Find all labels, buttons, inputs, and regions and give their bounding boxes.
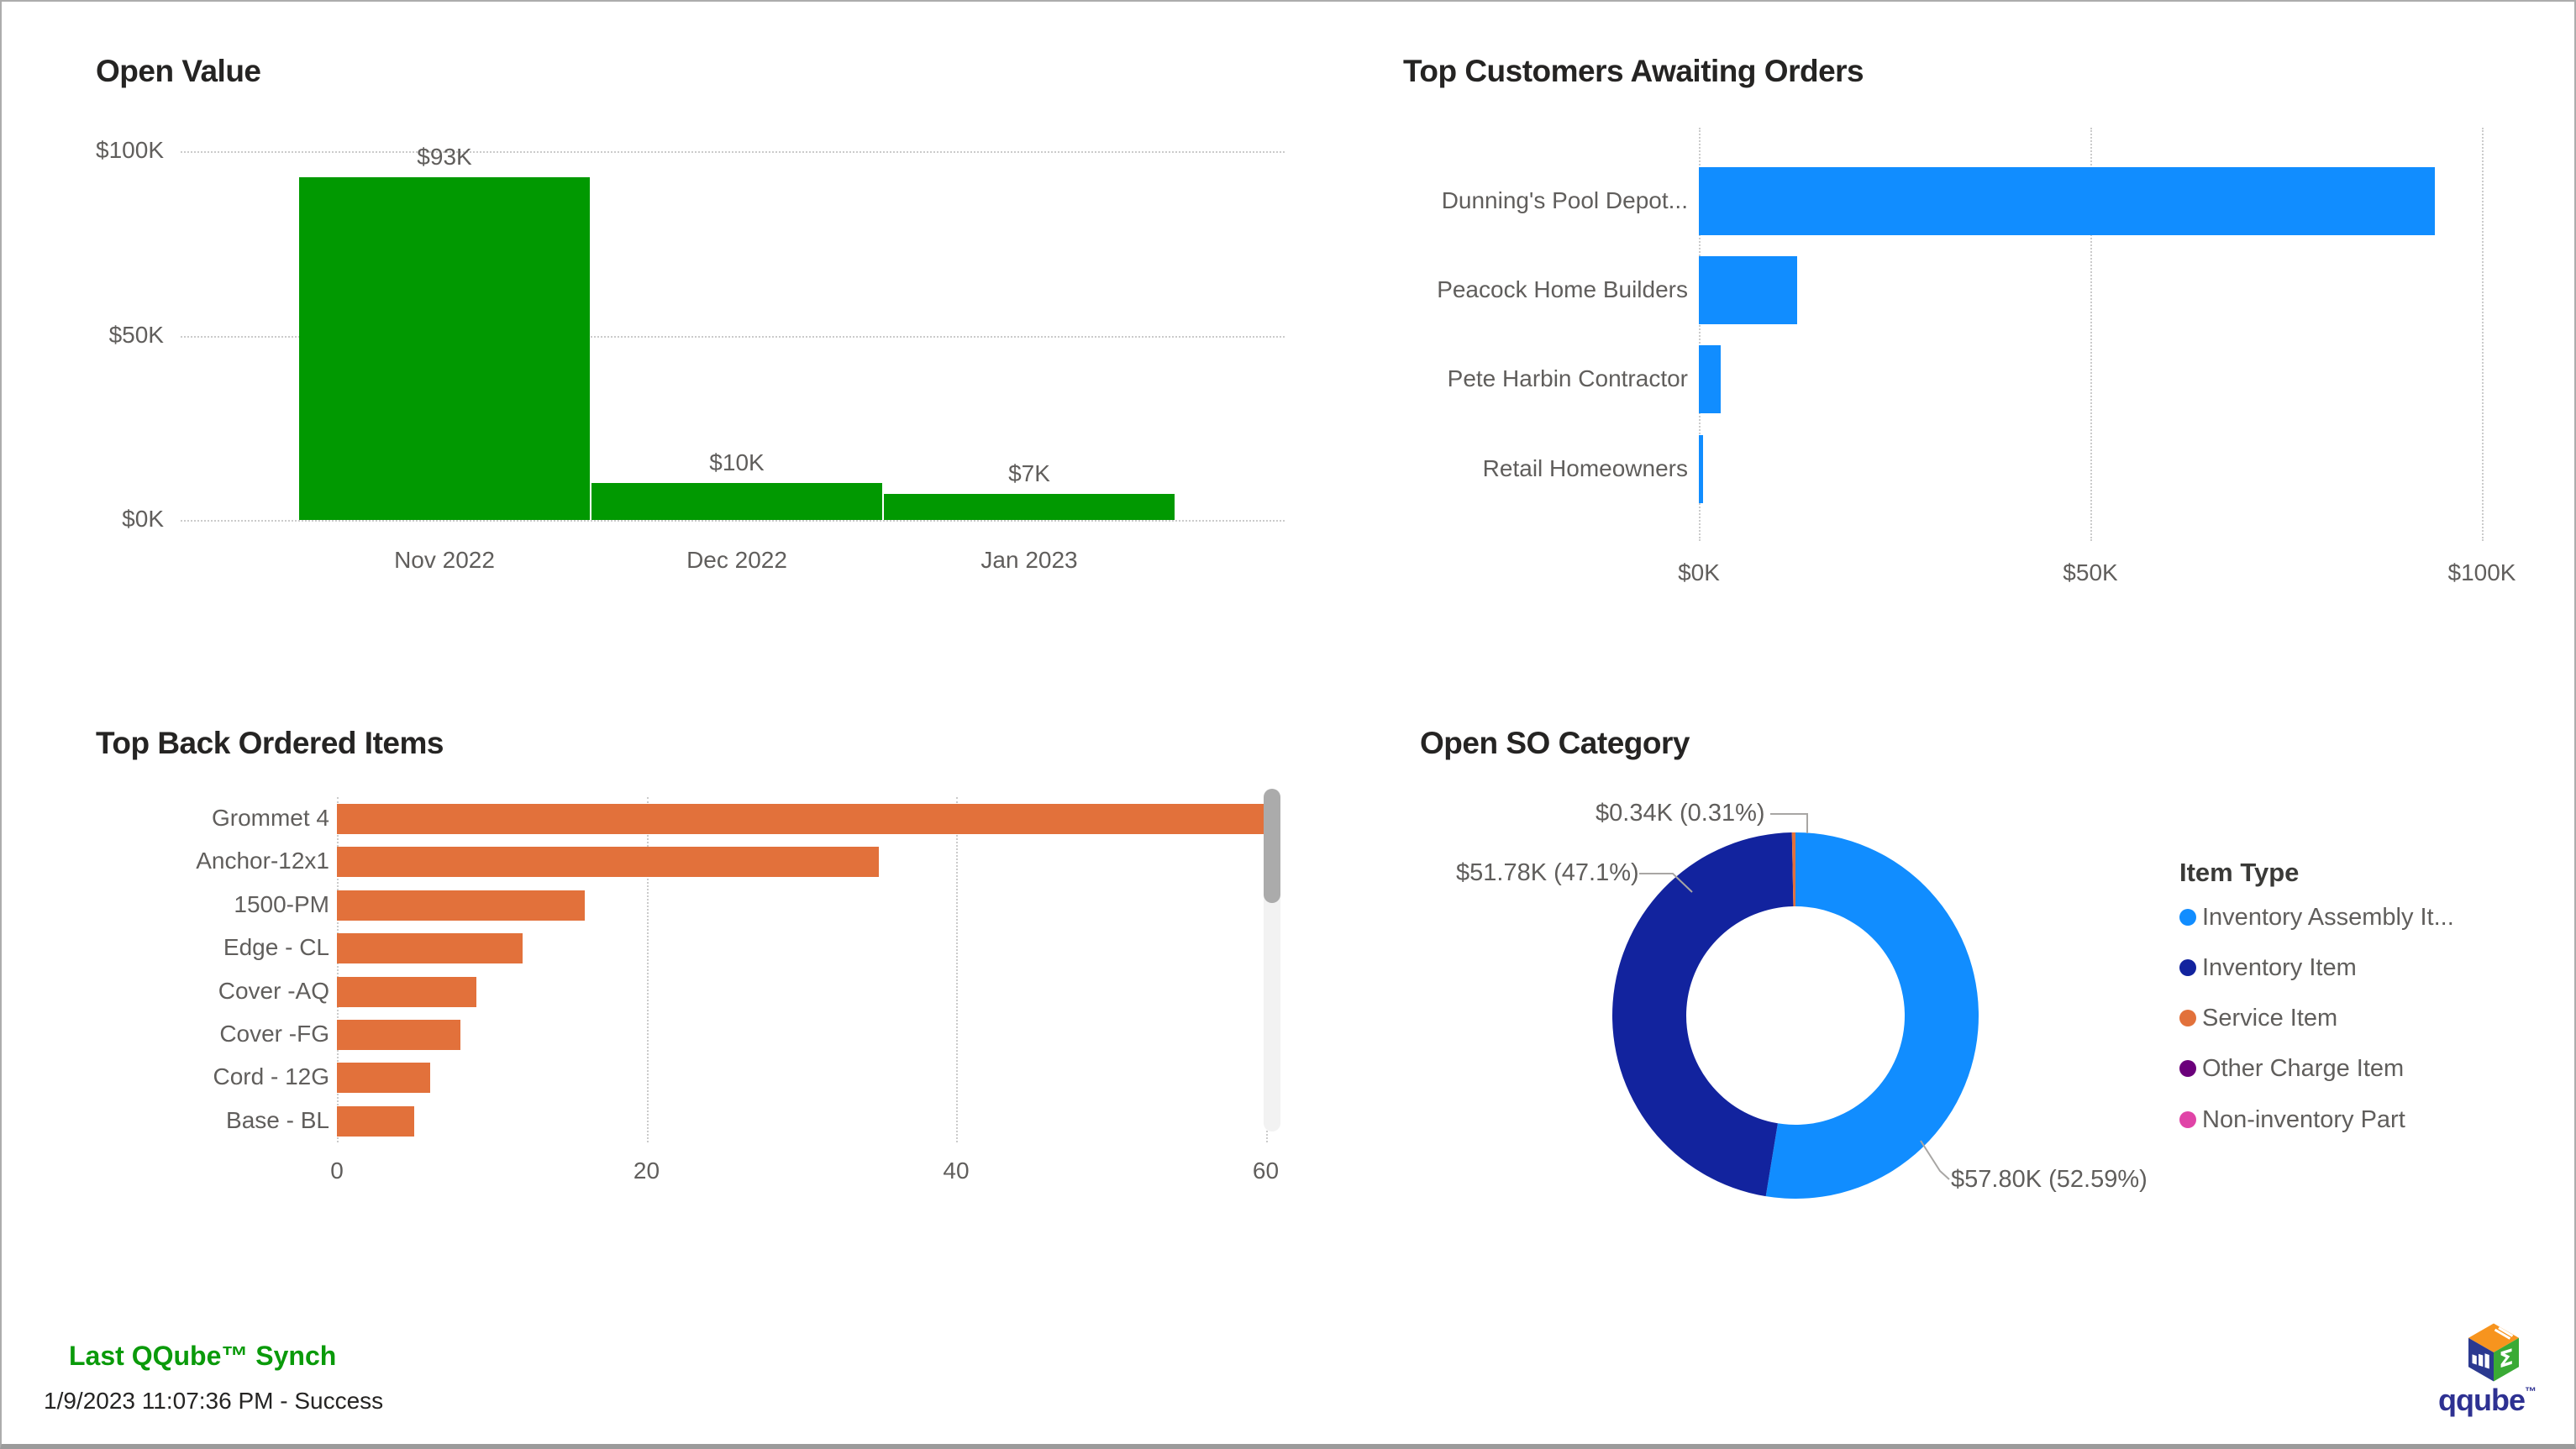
logo-tm: ™ bbox=[2524, 1384, 2537, 1398]
category-label: Anchor-12x1 bbox=[196, 848, 329, 874]
customer-bar[interactable] bbox=[1699, 256, 1797, 324]
x-axis-category-label: Jan 2023 bbox=[980, 547, 1078, 573]
logo-bar-chart-glyph bbox=[2472, 1353, 2489, 1369]
open-so-category-donut-chart bbox=[1612, 832, 1979, 1199]
gridline-y bbox=[181, 151, 1285, 153]
item-bar[interactable] bbox=[337, 1020, 461, 1050]
item-bar[interactable] bbox=[337, 890, 585, 921]
gridline-x bbox=[2090, 128, 2092, 541]
top-customers-bar-chart: $0K $50K $100K Dunning's Pool Depot... Peaco… bbox=[1437, 128, 2516, 585]
gridline-x bbox=[646, 797, 649, 1142]
donut-value-label-inventory-item: $51.78K (47.1%) bbox=[1456, 859, 1639, 886]
qqube-logo: Σ qqube™ bbox=[2437, 1322, 2563, 1427]
gridline-x bbox=[2482, 128, 2484, 541]
chart-title-top-customers: Top Customers Awaiting Orders bbox=[1403, 54, 1864, 88]
column-bar-jan-2023[interactable] bbox=[884, 494, 1175, 520]
category-label: Cord - 12G bbox=[213, 1063, 330, 1090]
gridline-y bbox=[181, 335, 1285, 338]
category-label: Peacock Home Builders bbox=[1437, 276, 1688, 302]
x-axis-category-label: Dec 2022 bbox=[686, 547, 787, 573]
open-value-column-chart: $0K $50K $100K $93K Nov 2022 $10K Dec 2022 $7K J… bbox=[96, 137, 1285, 573]
x-axis-tick-label: 60 bbox=[1252, 1158, 1280, 1184]
category-label: 1500-PM bbox=[234, 890, 329, 917]
legend-color-dot bbox=[2179, 1111, 2196, 1128]
legend-item-other-charge-item[interactable]: Other Charge Item bbox=[2179, 1054, 2549, 1083]
category-label: Cover -AQ bbox=[218, 977, 329, 1004]
category-label: Base - BL bbox=[226, 1106, 329, 1133]
gridline-x bbox=[956, 797, 958, 1142]
donut-slice-inventory-item[interactable] bbox=[1612, 832, 1794, 1197]
item-bar[interactable] bbox=[337, 1063, 430, 1094]
customer-bar[interactable] bbox=[1699, 435, 1703, 503]
x-axis-tick-label: 40 bbox=[943, 1158, 970, 1184]
legend-color-dot bbox=[2179, 1010, 2196, 1026]
x-axis-tick-label: $50K bbox=[2063, 559, 2118, 585]
legend-item-service-item[interactable]: Service Item bbox=[2179, 1004, 2549, 1032]
x-axis-tick-label: 0 bbox=[330, 1158, 344, 1184]
donut-slice-inventory-assembly-it-[interactable] bbox=[1765, 832, 1979, 1199]
x-axis-tick-label: 20 bbox=[633, 1158, 660, 1184]
legend-item-inventory-assembly-it-[interactable]: Inventory Assembly It... bbox=[2179, 903, 2549, 932]
bar-value-label: $10K bbox=[709, 449, 765, 476]
chart-title-open-value: Open Value bbox=[96, 54, 261, 88]
back-ordered-bar-chart: 0 20 40 60 Grommet 4 Anchor-12x1 1500-PM Edge -… bbox=[196, 797, 1279, 1184]
donut-slice-service-item[interactable] bbox=[1791, 832, 1795, 907]
scrollbar-track[interactable] bbox=[1264, 789, 1280, 1131]
logo-sigma-glyph: Σ bbox=[2499, 1345, 2513, 1374]
category-label: Retail Homeowners bbox=[1482, 454, 1688, 481]
scrollbar-thumb[interactable] bbox=[1264, 789, 1280, 903]
y-axis-tick-label: $0K bbox=[122, 506, 164, 532]
gridline-x bbox=[337, 797, 339, 1142]
item-bar[interactable] bbox=[337, 1105, 415, 1137]
bar-value-label: $93K bbox=[417, 143, 472, 170]
logo-cube-icon: Σ bbox=[2468, 1323, 2519, 1382]
legend-item-label: Inventory Assembly It... bbox=[2202, 904, 2454, 931]
column-bar-dec-2022[interactable] bbox=[591, 483, 882, 520]
legend-item-label: Non-inventory Part bbox=[2202, 1106, 2405, 1133]
gridline-x bbox=[1699, 128, 1701, 541]
category-label: Dunning's Pool Depot... bbox=[1441, 186, 1688, 213]
column-bar-nov-2022[interactable] bbox=[299, 176, 590, 520]
category-label: Edge - CL bbox=[223, 934, 329, 961]
item-bar[interactable] bbox=[337, 976, 476, 1007]
donut-value-label-service: $0.34K (0.31%) bbox=[1596, 800, 1765, 827]
item-bar[interactable] bbox=[337, 804, 1266, 834]
donut-label-leader bbox=[1770, 813, 1808, 833]
x-axis-tick-label: $100K bbox=[2447, 559, 2516, 585]
legend-color-dot bbox=[2179, 909, 2196, 926]
gridline-y bbox=[181, 520, 1285, 522]
item-bar[interactable] bbox=[337, 933, 523, 964]
logo-top-stripes bbox=[2494, 1325, 2516, 1340]
footer-sync-title: Last QQube™ Synch bbox=[69, 1341, 337, 1371]
donut-value-label-inventory-assembly: $57.80K (52.59%) bbox=[1951, 1166, 2148, 1193]
chart-title-back-ordered: Top Back Ordered Items bbox=[96, 726, 444, 760]
legend-title: Item Type bbox=[2179, 858, 2300, 887]
footer-sync-status: 1/9/2023 11:07:36 PM - Success bbox=[44, 1388, 384, 1414]
chart-title-open-so-category: Open SO Category bbox=[1420, 726, 1690, 760]
legend-item-label: Service Item bbox=[2202, 1005, 2338, 1032]
bar-value-label: $7K bbox=[1008, 460, 1050, 487]
legend-item-non-inventory-part[interactable]: Non-inventory Part bbox=[2179, 1105, 2549, 1134]
legend-item-label: Inventory Item bbox=[2202, 954, 2357, 981]
logo-wordmark: qqube™ bbox=[2438, 1383, 2537, 1417]
x-axis-category-label: Nov 2022 bbox=[394, 547, 495, 573]
item-type-legend: Item Type Inventory Assembly It... Invent… bbox=[2179, 854, 2566, 1157]
x-axis-tick-label: $0K bbox=[1678, 559, 1720, 585]
customer-bar[interactable] bbox=[1699, 345, 1722, 413]
legend-color-dot bbox=[2179, 1060, 2196, 1077]
customer-bar[interactable] bbox=[1699, 167, 2436, 235]
legend-color-dot bbox=[2179, 959, 2196, 976]
category-label: Grommet 4 bbox=[211, 805, 329, 831]
legend-item-label: Other Charge Item bbox=[2202, 1055, 2405, 1082]
y-axis-tick-label: $50K bbox=[108, 321, 164, 348]
item-bar[interactable] bbox=[337, 847, 879, 878]
donut-svg bbox=[1612, 832, 1979, 1199]
y-axis-tick-label: $100K bbox=[96, 137, 164, 163]
category-label: Cover -FG bbox=[219, 1021, 329, 1047]
legend-item-inventory-item[interactable]: Inventory Item bbox=[2179, 953, 2549, 982]
category-label: Pete Harbin Contractor bbox=[1447, 365, 1688, 391]
